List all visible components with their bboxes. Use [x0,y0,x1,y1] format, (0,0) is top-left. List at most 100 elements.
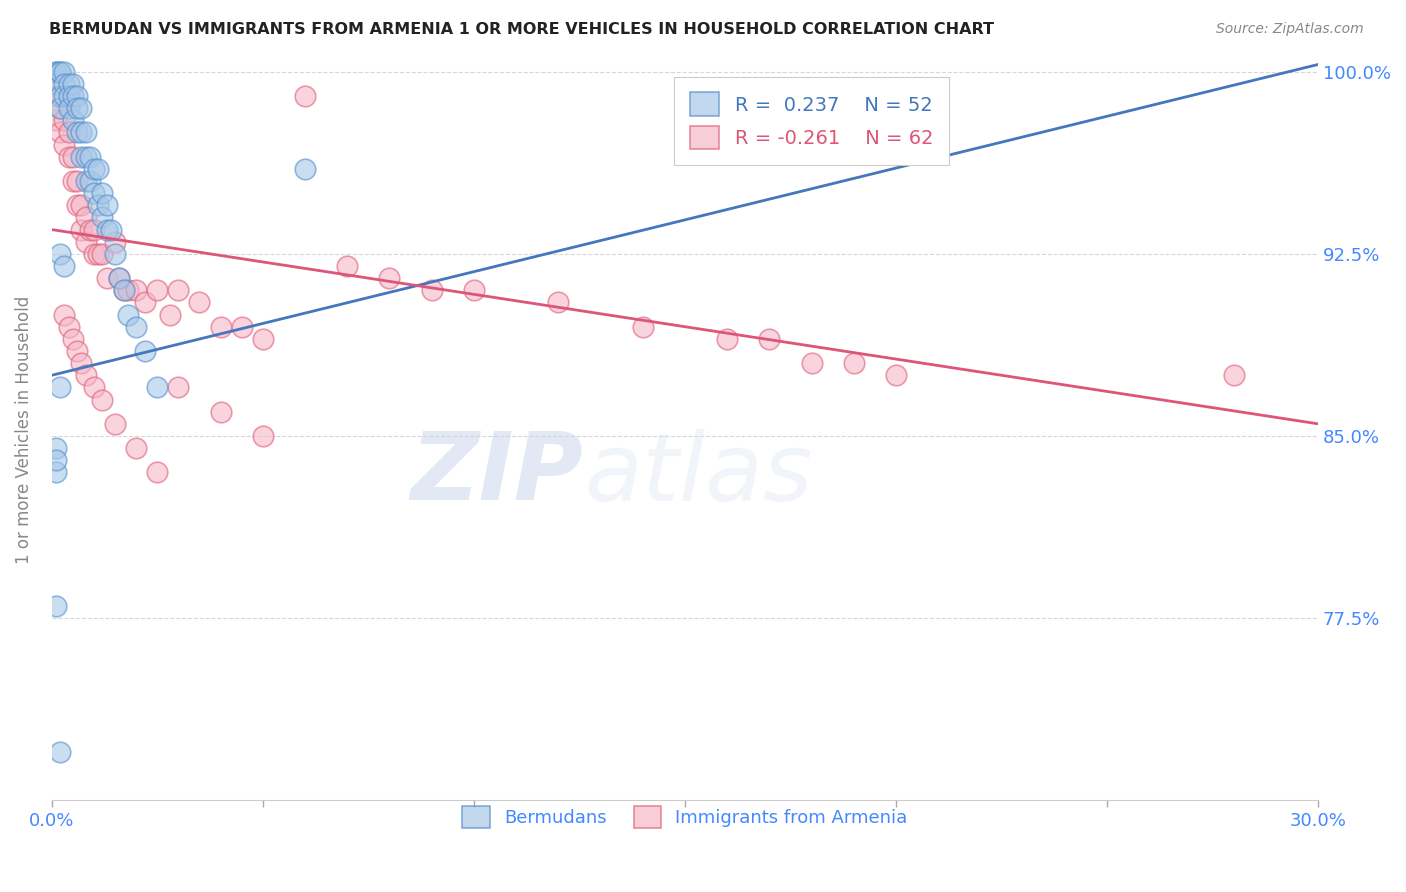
Text: atlas: atlas [583,429,811,520]
Point [87,198,110,212]
Point [75,125,97,139]
Point [378,271,401,285]
Point [53,137,76,152]
Text: ZIP: ZIP [411,428,583,520]
Point [252,429,274,443]
Point [45,453,67,467]
Point [58,89,80,103]
Point [66,174,89,188]
Point [58,77,80,91]
Point [49,89,72,103]
Point [294,89,316,103]
Point [58,101,80,115]
Point [87,161,110,176]
Point [112,283,135,297]
Point [252,332,274,346]
Point [104,417,127,431]
Point [75,174,97,188]
Point [70,125,93,139]
Point [62,332,84,346]
Point [83,222,105,236]
Point [159,308,181,322]
Point [125,319,148,334]
Point [79,174,101,188]
Point [87,247,110,261]
Point [53,113,76,128]
Point [96,271,118,285]
Point [45,599,67,613]
Point [800,356,823,370]
Point [45,89,67,103]
Point [884,368,907,383]
Point [70,222,93,236]
Point [45,466,67,480]
Point [125,441,148,455]
Point [420,283,443,297]
Point [146,466,169,480]
Y-axis label: 1 or more Vehicles in Household: 1 or more Vehicles in Household [15,296,32,564]
Point [45,64,67,78]
Point [104,247,127,261]
Point [91,186,114,201]
Point [75,150,97,164]
Point [188,295,211,310]
Point [96,222,118,236]
Point [631,319,654,334]
Point [134,343,156,358]
Point [53,64,76,78]
Point [146,380,169,394]
Point [45,113,67,128]
Point [62,77,84,91]
Point [53,77,76,91]
Point [134,295,156,310]
Point [83,186,105,201]
Point [104,235,127,249]
Point [209,405,232,419]
Point [100,222,122,236]
Point [83,247,105,261]
Point [58,125,80,139]
Point [70,101,93,115]
Point [66,198,89,212]
Point [117,308,139,322]
Text: BERMUDAN VS IMMIGRANTS FROM ARMENIA 1 OR MORE VEHICLES IN HOUSEHOLD CORRELATION : BERMUDAN VS IMMIGRANTS FROM ARMENIA 1 OR… [49,22,994,37]
Point [547,295,569,310]
Point [91,211,114,225]
Point [83,161,105,176]
Point [70,356,93,370]
Point [49,101,72,115]
Point [125,283,148,297]
Point [758,332,780,346]
Point [66,125,89,139]
Point [167,380,190,394]
Point [62,113,84,128]
Point [45,77,67,91]
Point [58,150,80,164]
Point [167,283,190,297]
Point [117,283,139,297]
Point [108,271,131,285]
Point [53,308,76,322]
Point [45,64,67,78]
Point [53,89,76,103]
Point [716,332,738,346]
Point [53,259,76,273]
Point [58,319,80,334]
Point [96,198,118,212]
Point [336,259,359,273]
Point [75,368,97,383]
Text: Source: ZipAtlas.com: Source: ZipAtlas.com [1216,22,1364,37]
Point [49,125,72,139]
Point [49,101,72,115]
Point [294,161,316,176]
Point [70,150,93,164]
Point [91,392,114,407]
Point [49,380,72,394]
Point [79,222,101,236]
Point [49,64,72,78]
Point [45,441,67,455]
Point [75,211,97,225]
Point [79,150,101,164]
Point [146,283,169,297]
Point [66,101,89,115]
